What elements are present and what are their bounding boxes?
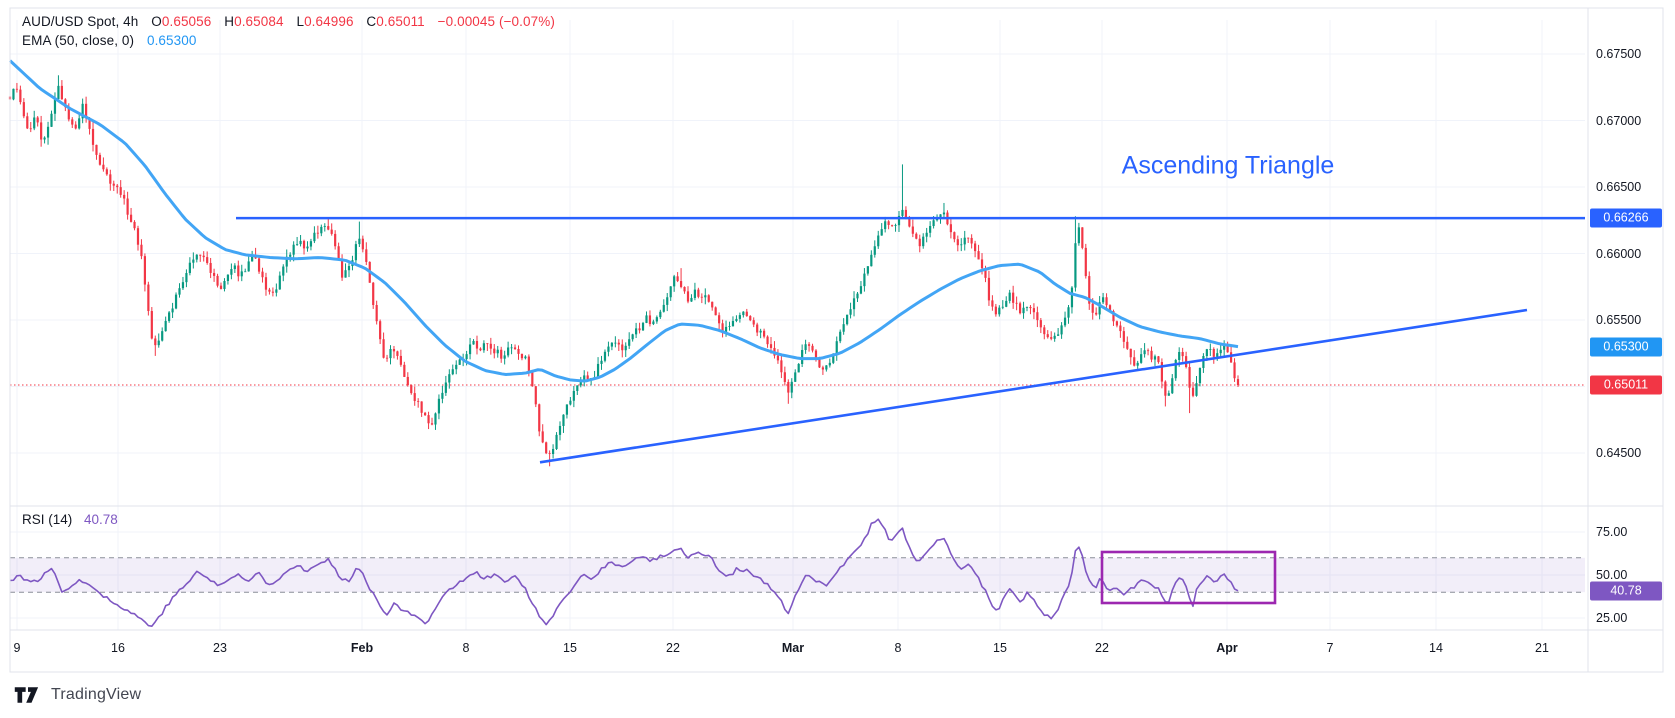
ohlc-close: C0.65011 [366, 14, 425, 29]
price-axis-label: 0.65500 [1596, 313, 1642, 327]
ascending-support-trendline [539, 308, 1528, 464]
time-axis-label: Feb [350, 641, 374, 655]
ema-legend[interactable]: EMA (50, close, 0) 0.65300 [22, 33, 196, 48]
price-axis-badge: 0.65300 [1590, 337, 1662, 357]
ohlc-open: O0.65056 [151, 14, 212, 29]
rsi-axis-label: 75.00 [1596, 525, 1628, 539]
price-axis-label: 0.67500 [1596, 47, 1642, 61]
price-axis-badge: 0.66266 [1590, 208, 1662, 228]
time-axis-label: 16 [111, 641, 125, 655]
price-change: −0.00045 (−0.07%) [437, 14, 555, 29]
time-axis-label: 15 [993, 641, 1007, 655]
rsi-band-fill [10, 557, 1585, 593]
time-axis-label: 15 [563, 641, 577, 655]
rsi-line [9, 518, 1239, 628]
rsi-axis-badge: 40.78 [1590, 581, 1662, 601]
time-axis-label: 8 [462, 641, 470, 655]
price-axis-label: 0.66500 [1596, 180, 1642, 194]
time-axis-label: 9 [13, 641, 21, 655]
symbol-header: AUD/USD Spot, 4h O0.65056 H0.65084 L0.64… [22, 14, 555, 29]
ascending-triangle-annotation[interactable]: Ascending Triangle [1121, 151, 1335, 180]
time-axis-label: 23 [213, 641, 227, 655]
time-axis-label: 14 [1429, 641, 1443, 655]
time-axis-label: 8 [894, 641, 902, 655]
time-axis-label: 22 [1095, 641, 1109, 655]
ohlc-high: H0.65084 [224, 14, 284, 29]
ema-line [8, 59, 1239, 383]
rsi-legend[interactable]: RSI (14) 40.78 [22, 512, 118, 527]
ohlc-low: L0.64996 [296, 14, 354, 29]
rsi-highlight-box[interactable] [1100, 550, 1277, 605]
ema-legend-value: 0.65300 [146, 33, 197, 48]
rsi-legend-value: 40.78 [84, 512, 118, 527]
time-axis-label: 7 [1326, 641, 1334, 655]
price-axis-label: 0.64500 [1596, 446, 1642, 460]
rsi-axis-label: 25.00 [1596, 611, 1628, 625]
ema-legend-label: EMA (50, close, 0) [22, 33, 135, 48]
rsi-axis-label: 50.00 [1596, 568, 1628, 582]
price-axis-label: 0.67000 [1596, 113, 1642, 128]
symbol-title: AUD/USD Spot, 4h [22, 14, 139, 29]
price-axis-label: 0.66000 [1596, 246, 1642, 261]
candlestick-series [8, 75, 1240, 467]
chart-frame [9, 7, 1664, 673]
tradingview-logo[interactable]: TradingView [14, 685, 141, 705]
price-axis-badge: 0.65011 [1590, 375, 1662, 395]
rsi-legend-label: RSI (14) [22, 512, 73, 527]
tradingview-logo-icon [14, 687, 39, 703]
time-axis-label: Apr [1216, 641, 1238, 655]
tradingview-logo-text: TradingView [51, 686, 142, 703]
time-axis-label: 21 [1535, 641, 1549, 655]
time-axis-label: 22 [666, 641, 680, 655]
time-axis-label: Mar [781, 641, 805, 655]
